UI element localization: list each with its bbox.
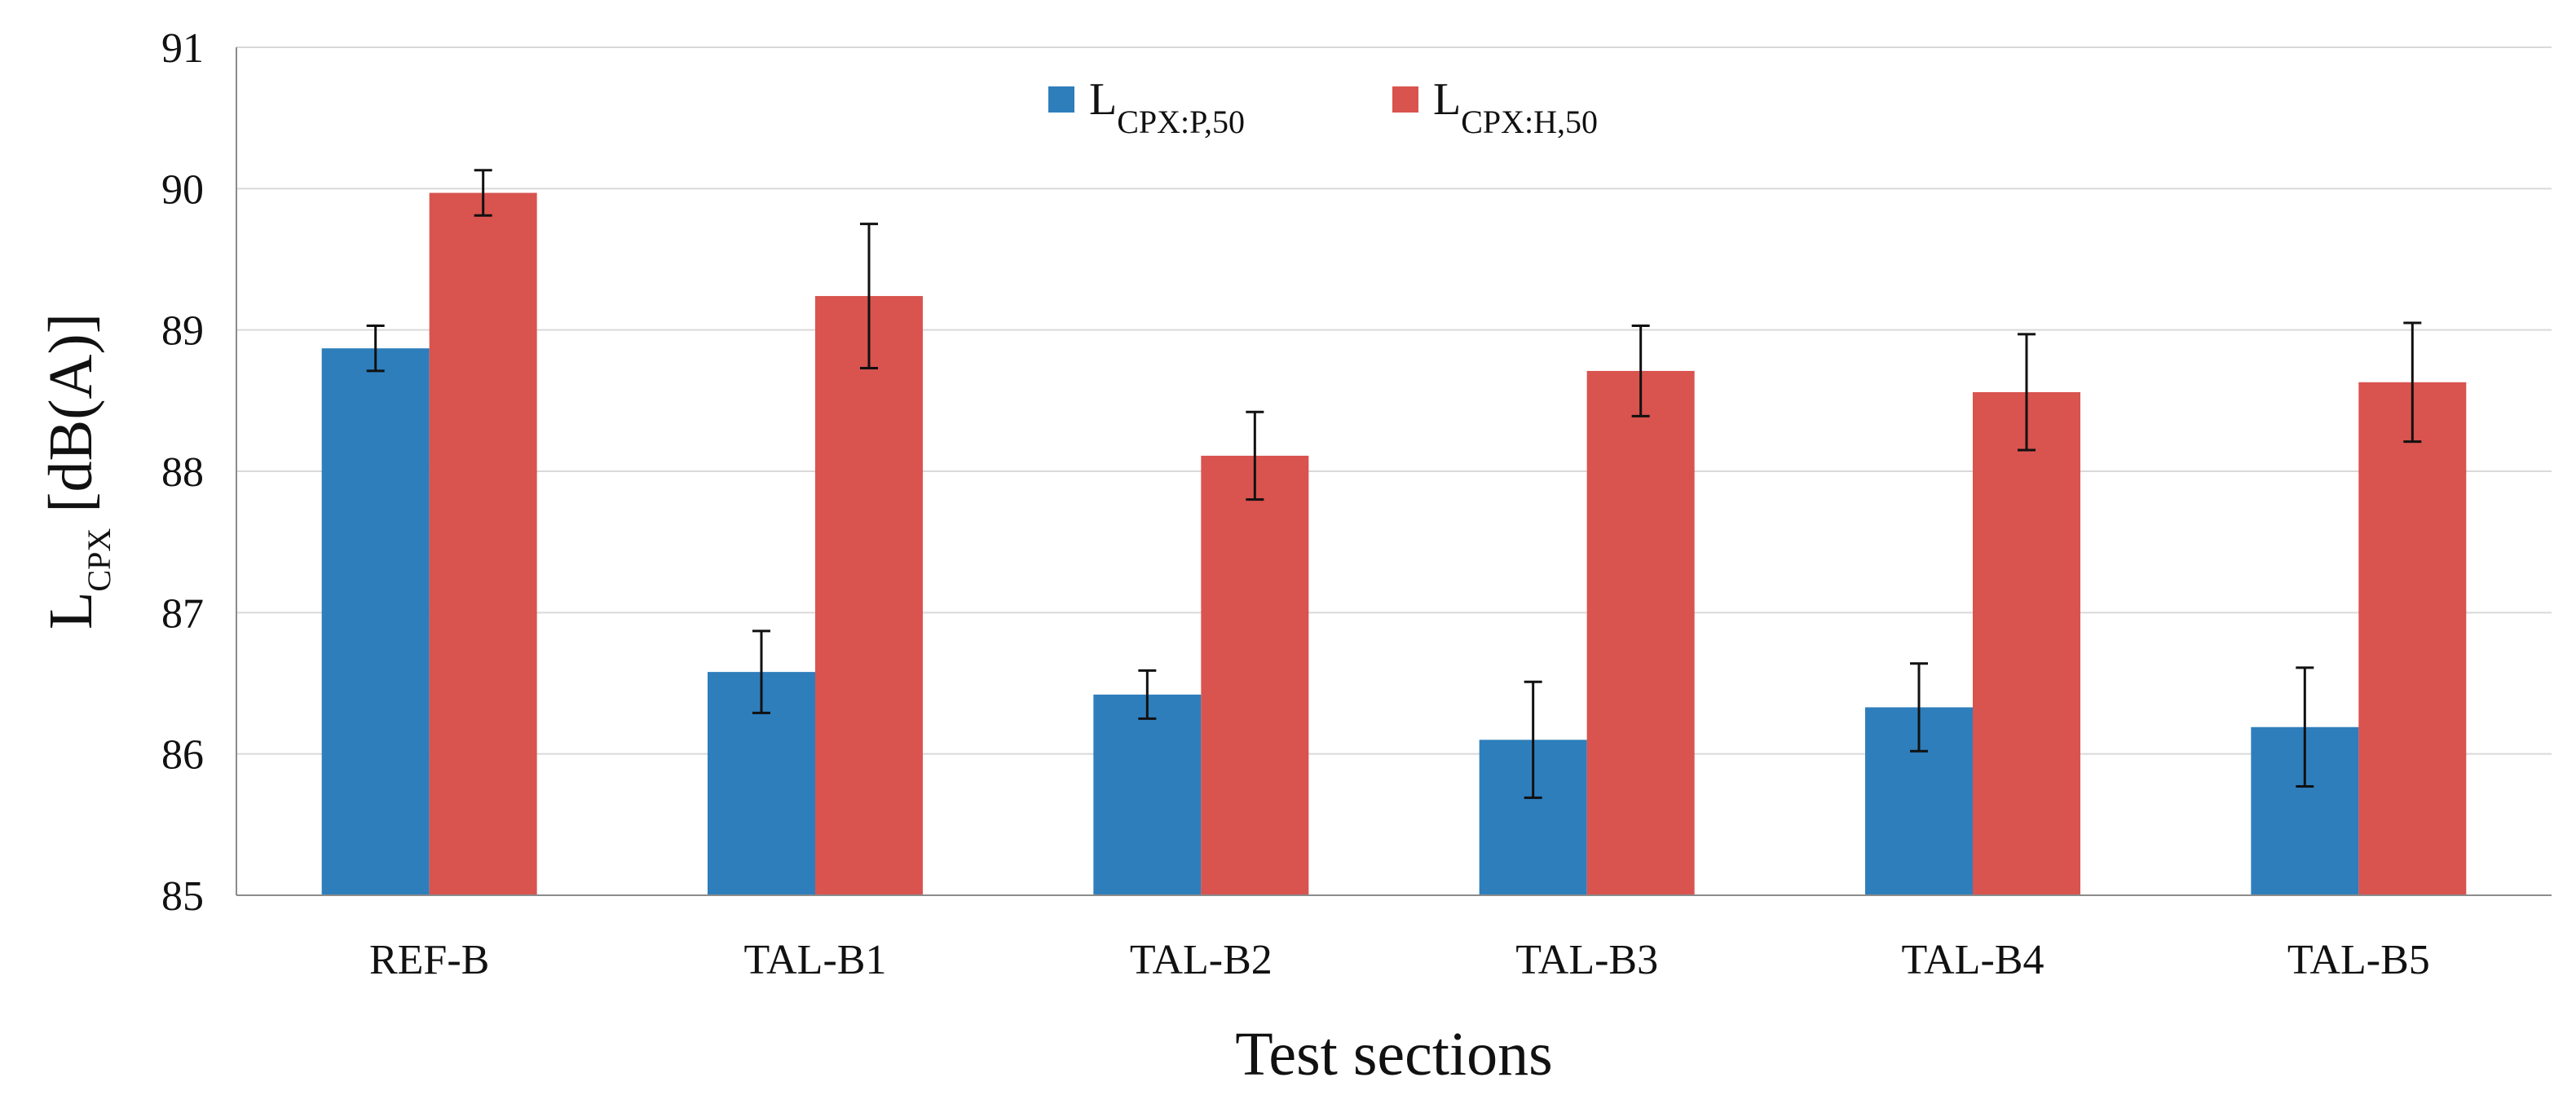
error-bar-p-tal-b1	[752, 629, 770, 714]
bar-h-tal-b1	[815, 296, 923, 896]
error-bar-h-tal-b4	[2018, 333, 2036, 452]
legend-swatch-p	[1048, 86, 1074, 113]
y-tick-label-88: 88	[161, 449, 204, 496]
y-tick-label-86: 86	[161, 732, 204, 779]
x-tick-label-ref-b: REF-B	[369, 937, 489, 983]
bar-h-tal-b3	[1586, 370, 1695, 895]
bar-h-tal-b4	[1973, 391, 2080, 895]
legend-label-p-sub: CPX:P,50	[1117, 104, 1245, 140]
y-axis-title-main: L	[37, 592, 105, 629]
error-bars	[366, 169, 2422, 799]
y-axis-title-rest: [dB(A)]	[37, 313, 105, 528]
x-axis-title: Test sections	[1235, 1020, 1552, 1089]
axes	[236, 47, 2552, 896]
legend-swatch-h	[1392, 86, 1418, 113]
legend-label-h-main: L	[1433, 74, 1461, 125]
bar-h-ref-b	[429, 192, 537, 896]
error-bar-h-tal-b3	[1631, 324, 1650, 417]
grid-lines	[236, 46, 2552, 755]
error-bar-p-tal-b2	[1138, 669, 1157, 720]
y-axis-title-sub: CPX	[81, 528, 117, 592]
bars	[321, 192, 2467, 896]
legend-label-h: LCPX:H,50	[1433, 74, 1598, 140]
y-tick-label-87: 87	[161, 590, 204, 637]
y-axis-title: LCPX [dB(A)]	[37, 313, 117, 629]
error-bar-h-tal-b5	[2403, 321, 2422, 444]
x-tick-label-tal-b5: TAL-B5	[2287, 937, 2430, 983]
bar-p-tal-b2	[1093, 694, 1202, 895]
error-bar-p-ref-b	[366, 324, 385, 373]
legend-label-p: LCPX:P,50	[1089, 74, 1245, 140]
x-tick-label-tal-b1: TAL-B1	[744, 937, 887, 983]
error-bar-h-ref-b	[474, 169, 492, 217]
x-tick-label-tal-b4: TAL-B4	[1902, 937, 2044, 983]
legend-label-h-sub: CPX:H,50	[1461, 104, 1598, 140]
y-tick-labels: 85 86 87 88 89 90 91	[161, 25, 204, 920]
bar-p-ref-b	[321, 348, 430, 895]
x-tick-label-tal-b3: TAL-B3	[1515, 937, 1658, 983]
y-tick-label-91: 91	[161, 25, 204, 72]
error-bar-h-tal-b2	[1246, 410, 1264, 501]
error-bar-h-tal-b1	[860, 223, 878, 369]
bar-h-tal-b2	[1201, 455, 1309, 895]
x-tick-labels: REF-B TAL-B1 TAL-B2 TAL-B3 TAL-B4 TAL-B5	[369, 937, 2430, 983]
legend: LCPX:P,50 LCPX:H,50	[1048, 74, 1598, 140]
y-tick-label-85: 85	[161, 873, 204, 920]
y-tick-label-90: 90	[161, 166, 204, 213]
legend-label-p-main: L	[1089, 74, 1117, 125]
error-bar-p-tal-b4	[1910, 662, 1928, 753]
error-bar-p-tal-b3	[1524, 680, 1542, 799]
y-tick-label-89: 89	[161, 308, 204, 355]
bar-h-tal-b5	[2358, 382, 2467, 895]
x-tick-label-tal-b2: TAL-B2	[1130, 937, 1273, 983]
error-bar-p-tal-b5	[2296, 666, 2314, 788]
